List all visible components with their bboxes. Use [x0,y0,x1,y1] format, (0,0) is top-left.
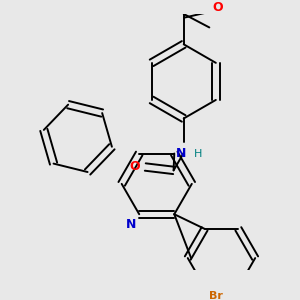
Text: O: O [129,160,140,173]
Text: N: N [125,218,136,231]
Text: O: O [212,1,223,14]
Text: H: H [194,149,203,159]
Text: Br: Br [209,291,223,300]
Text: N: N [176,148,186,160]
